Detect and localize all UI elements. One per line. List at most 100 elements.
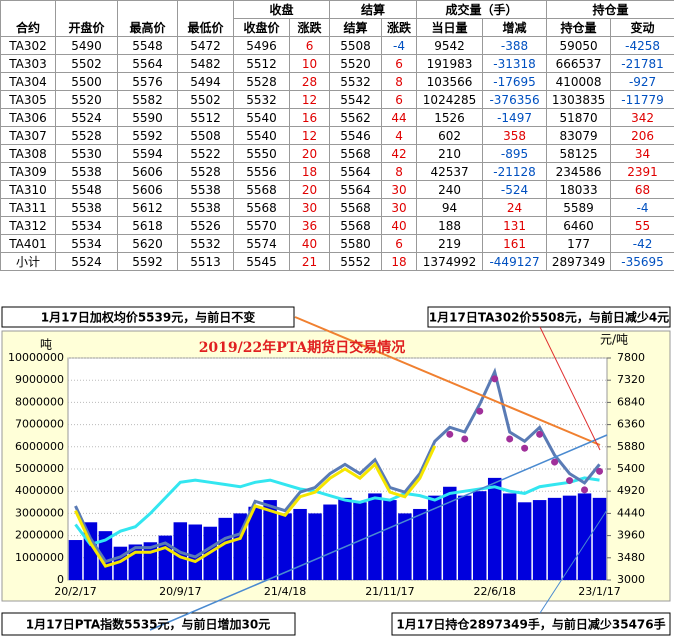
y2-tick-label: 4920 — [617, 484, 645, 497]
bar — [562, 495, 577, 580]
table-cell: -388 — [482, 36, 548, 55]
bar — [517, 502, 532, 580]
table-cell: 18033 — [546, 180, 612, 199]
table-cell: 5548 — [55, 180, 118, 199]
header-cell: 成交量（手） — [416, 0, 548, 19]
y2-tick-label: 6360 — [617, 418, 645, 431]
table-cell: -524 — [482, 180, 548, 199]
bar — [323, 504, 337, 580]
note-box — [391, 612, 671, 636]
y2-tick-label: 5400 — [617, 462, 645, 475]
table-cell: TA306 — [0, 108, 56, 127]
bar — [278, 513, 292, 580]
note: 1月17日PTA指数5535元，与前日增加30元 — [26, 617, 270, 632]
bar — [458, 495, 472, 580]
bar — [188, 524, 203, 580]
point — [476, 407, 484, 415]
note: 1月17日持仓2897349手，与前日减少35476手 — [396, 617, 665, 632]
table-cell: 42 — [381, 144, 418, 163]
pointer-line — [539, 509, 608, 614]
table-cell: 5532 — [233, 90, 290, 109]
table-cell: 30 — [288, 198, 331, 217]
table-cell: 5568 — [329, 198, 383, 217]
x-tick-label: 21/4/18 — [264, 585, 306, 598]
table-cell: 358 — [482, 126, 548, 145]
table-cell: 5526 — [177, 216, 234, 235]
table-cell: 5490 — [55, 36, 118, 55]
header-cell: 收盘价 — [233, 18, 290, 37]
table-row: TA309 5538 5606 5528 5556 18 5564 8 42537 -21128 2… — [0, 162, 674, 181]
table-cell: 5502 — [177, 90, 234, 109]
table-cell: 5496 — [233, 36, 290, 55]
table-cell: -1497 — [482, 108, 548, 127]
table-cell: 5568 — [233, 198, 290, 217]
table-cell: 44 — [381, 108, 418, 127]
table-cell: 5540 — [233, 126, 290, 145]
table-cell: 6 — [381, 54, 418, 73]
chart-title: 2019/22年PTA期货日交易情况 — [199, 339, 406, 356]
table-row: TA302 5490 5548 5472 5496 6 5508 -4 9542 -388 5905… — [0, 36, 674, 55]
table-cell: 6 — [381, 90, 418, 109]
table-cell: 6 — [288, 36, 331, 55]
y2-tick-label: 3480 — [617, 551, 645, 564]
table-cell: 5590 — [117, 108, 178, 127]
table-cell: 5512 — [233, 54, 290, 73]
table-cell: 1303835 — [546, 90, 612, 109]
table-cell: 20 — [288, 180, 331, 199]
table-cell: 1526 — [416, 108, 484, 127]
table-cell: -376356 — [482, 90, 548, 109]
table-cell: 小计 — [0, 252, 56, 271]
y-tick-label: 8000000 — [15, 395, 64, 408]
table-cell: TA312 — [0, 216, 56, 235]
table-cell: 5532 — [177, 234, 234, 253]
bar — [398, 513, 412, 580]
y-tick-label: 7000000 — [15, 418, 64, 431]
table-cell: 5472 — [177, 36, 234, 55]
table-cell: 410008 — [546, 72, 612, 91]
bar — [532, 500, 547, 580]
y2-tick-label: 7800 — [617, 351, 645, 364]
bar — [293, 508, 307, 580]
table-cell: 5538 — [177, 180, 234, 199]
line — [74, 445, 437, 568]
table-cell: 5552 — [329, 252, 383, 271]
point — [596, 467, 604, 475]
table-row: TA311 5538 5612 5538 5568 30 5568 30 94 24 5589 -4 — [0, 198, 674, 217]
table-cell: -31318 — [482, 54, 548, 73]
table-cell: 602 — [416, 126, 484, 145]
table-cell: 30 — [381, 198, 418, 217]
bar — [443, 486, 457, 580]
table-cell: 5520 — [329, 54, 383, 73]
table-cell: 21 — [288, 252, 331, 271]
y2-tick-label: 4440 — [617, 506, 645, 519]
y2-tick-label: 6840 — [617, 395, 645, 408]
table-cell: 5534 — [55, 234, 118, 253]
table-cell: 6 — [381, 234, 418, 253]
table-cell: 1024285 — [416, 90, 484, 109]
table-cell: 51870 — [546, 108, 612, 127]
bar — [472, 491, 487, 580]
table-cell: 5502 — [55, 54, 118, 73]
table-cell: -4 — [610, 198, 674, 217]
note-box — [427, 306, 671, 328]
table-cell: 161 — [482, 234, 548, 253]
table-cell: 5528 — [233, 72, 290, 91]
table-cell: 5582 — [117, 90, 178, 109]
table-cell: 34 — [610, 144, 674, 163]
trend-line — [149, 434, 608, 631]
header-cell: 持仓量 — [546, 0, 674, 19]
table-cell: TA303 — [0, 54, 56, 73]
header-cell: 结算 — [329, 18, 383, 37]
table-cell: 5512 — [177, 108, 234, 127]
table-cell: 177 — [546, 234, 612, 253]
table-cell: -449127 — [482, 252, 548, 271]
table-cell: 5520 — [55, 90, 118, 109]
table-cell: 12 — [288, 90, 331, 109]
table-cell: 5546 — [329, 126, 383, 145]
table-cell: 5592 — [117, 126, 178, 145]
note-box — [1, 306, 295, 328]
table-cell: 5594 — [117, 144, 178, 163]
bar — [577, 493, 592, 580]
table-cell: 234586 — [546, 162, 612, 181]
